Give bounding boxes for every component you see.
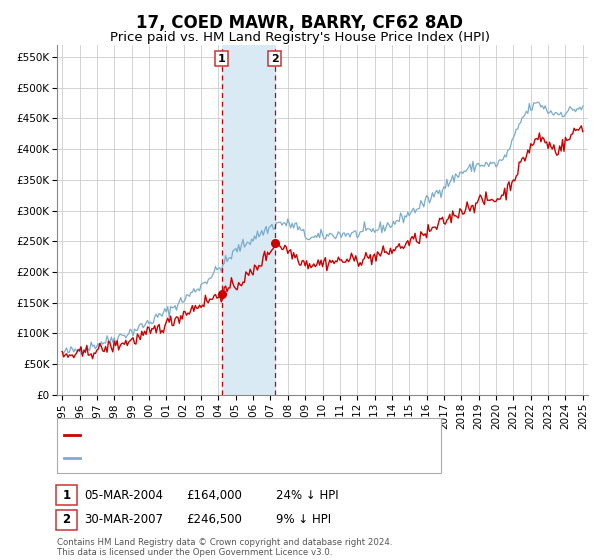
Text: 17, COED MAWR, BARRY, CF62 8AD (detached house): 17, COED MAWR, BARRY, CF62 8AD (detached… [84,428,401,442]
Text: 24% ↓ HPI: 24% ↓ HPI [276,488,338,502]
Text: 1: 1 [218,54,226,63]
Text: 1: 1 [62,488,71,502]
Text: Price paid vs. HM Land Registry's House Price Index (HPI): Price paid vs. HM Land Registry's House … [110,31,490,44]
Text: 17, COED MAWR, BARRY, CF62 8AD: 17, COED MAWR, BARRY, CF62 8AD [137,14,464,32]
Text: 9% ↓ HPI: 9% ↓ HPI [276,513,331,526]
Text: Contains HM Land Registry data © Crown copyright and database right 2024.
This d: Contains HM Land Registry data © Crown c… [57,538,392,557]
Bar [221,45,275,395]
Text: 2: 2 [62,513,71,526]
Text: £246,500: £246,500 [186,513,242,526]
Text: 2: 2 [271,54,278,63]
Text: HPI: Average price, detached house, Vale of Glamorgan: HPI: Average price, detached house, Vale… [84,451,412,464]
Text: £164,000: £164,000 [186,488,242,502]
Text: 05-MAR-2004: 05-MAR-2004 [84,488,163,502]
Text: 30-MAR-2007: 30-MAR-2007 [84,513,163,526]
